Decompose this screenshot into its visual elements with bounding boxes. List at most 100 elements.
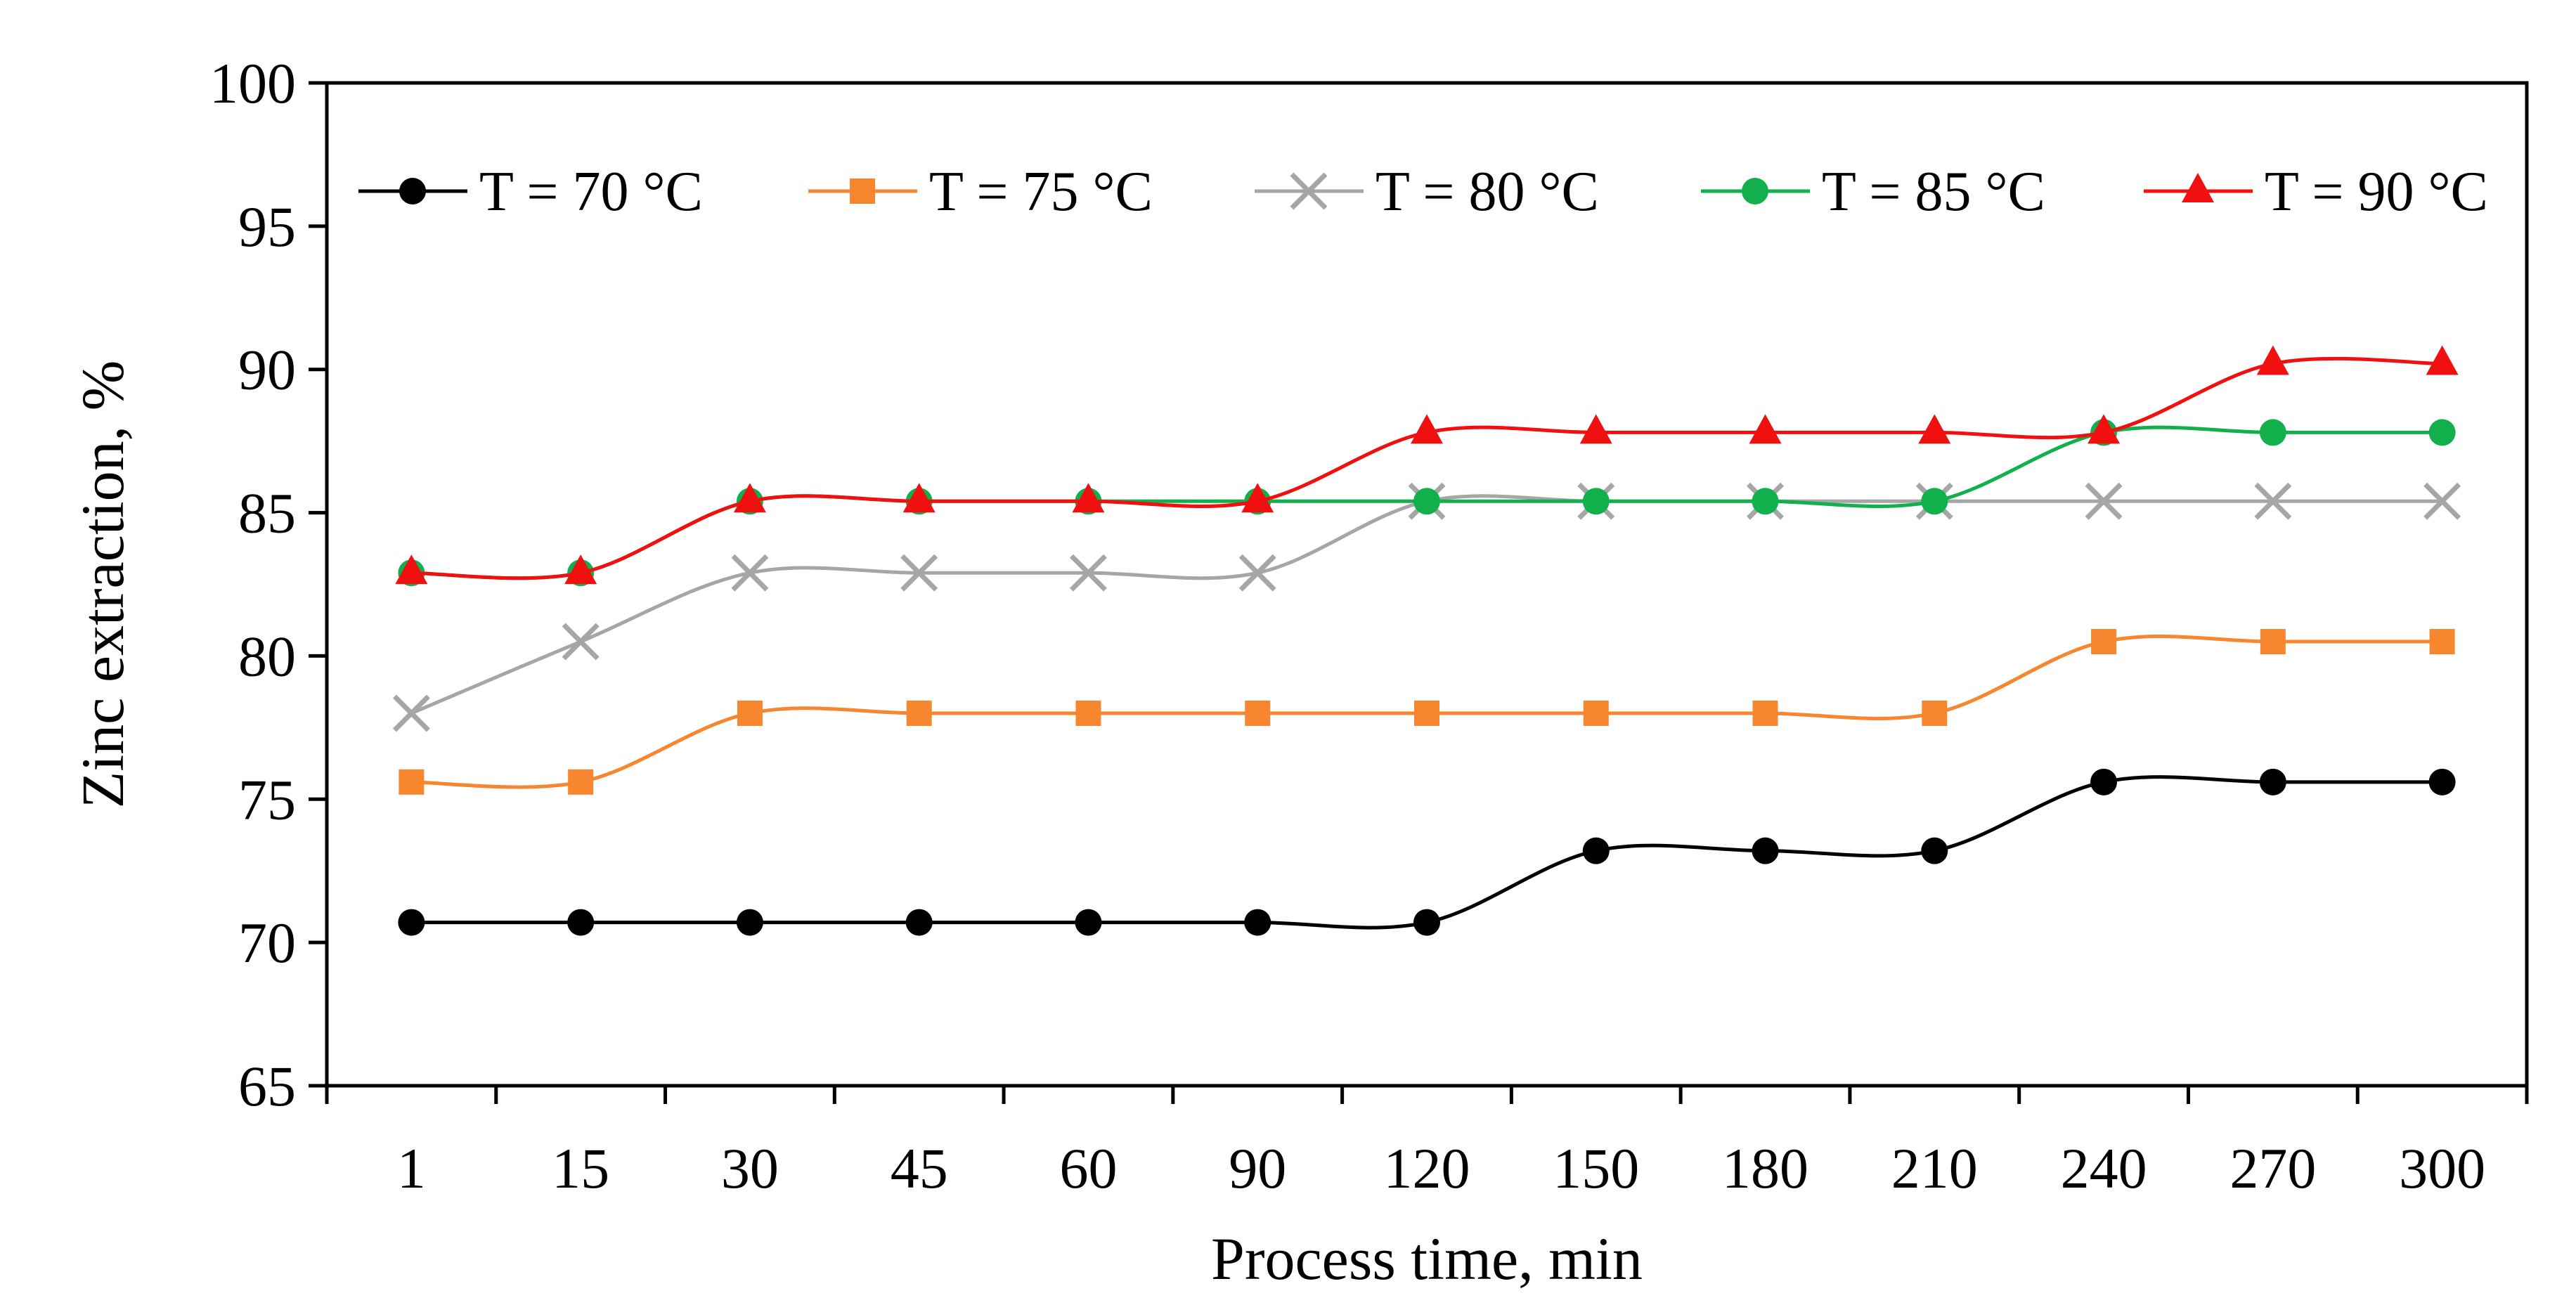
data-point-marker [1579, 414, 1612, 444]
data-point [1245, 700, 1271, 726]
data-point-marker [2428, 419, 2456, 446]
data-point [902, 483, 936, 513]
y-tick-label: 80 [238, 624, 296, 688]
data-point [2091, 629, 2117, 655]
data-point [733, 483, 766, 513]
data-point [399, 769, 425, 795]
data-point [1244, 909, 1271, 936]
data-point-marker [1582, 837, 1610, 864]
data-point-marker [392, 694, 430, 732]
data-point-marker [398, 909, 425, 936]
legend-marker [2182, 172, 2214, 202]
data-point-marker [2428, 768, 2456, 795]
plot-area [325, 81, 2529, 1088]
data-point-marker [1241, 483, 1274, 513]
legend-item: T = 80 °C [1255, 161, 1599, 223]
data-point [1921, 488, 1948, 515]
data-point-marker [1922, 700, 1948, 726]
legend-marker [850, 178, 875, 204]
data-point-marker [2085, 482, 2123, 520]
data-point [1413, 488, 1440, 515]
data-point-marker [1069, 554, 1107, 592]
legend-label: T = 85 °C [1822, 161, 2045, 223]
data-point [737, 700, 763, 726]
data-point-marker [1411, 414, 1443, 444]
data-point-marker [2260, 629, 2286, 655]
data-point [1582, 488, 1610, 515]
legend-marker [1290, 172, 1328, 210]
legend-marker [399, 178, 426, 204]
data-point [1583, 700, 1609, 726]
data-point-marker [2429, 629, 2455, 655]
legend-marker [1742, 178, 1768, 204]
data-point [905, 909, 933, 936]
data-point-marker [1414, 700, 1439, 726]
x-tick-label: 45 [891, 1136, 948, 1200]
legend-label: T = 75 °C [929, 161, 1153, 223]
data-point-marker [2259, 419, 2286, 446]
data-point [2259, 768, 2286, 795]
data-point [562, 623, 600, 661]
data-point [564, 554, 597, 585]
series-3 [392, 482, 2461, 732]
data-point [1579, 414, 1612, 444]
data-point [2254, 482, 2292, 520]
series-layer [392, 345, 2461, 936]
data-point [1414, 700, 1439, 726]
x-tick-label: 90 [1229, 1136, 1286, 1200]
data-point-marker [736, 909, 763, 936]
data-point [900, 554, 938, 592]
data-point [2428, 768, 2456, 795]
data-point [2260, 629, 2286, 655]
data-point-marker [1238, 554, 1276, 592]
x-tick-label: 180 [1722, 1136, 1808, 1200]
y-tick-label: 90 [238, 338, 296, 402]
data-point-marker [1413, 488, 1440, 515]
data-point [2429, 629, 2455, 655]
series-1 [398, 768, 2456, 936]
x-tick-label: 15 [552, 1136, 609, 1200]
data-point-marker [1752, 488, 1779, 515]
data-point [2428, 419, 2456, 446]
data-point-marker [1752, 700, 1778, 726]
data-point [1752, 700, 1778, 726]
data-point-marker [2091, 629, 2117, 655]
x-tick-label: 150 [1553, 1136, 1639, 1200]
data-point-marker [1752, 837, 1779, 864]
y-axis: 65 70 75 80 85 90 95 100 [209, 51, 327, 1118]
data-point-marker [1075, 909, 1102, 936]
data-point [1411, 414, 1443, 444]
data-point-marker [1072, 483, 1105, 513]
data-point [2088, 414, 2121, 444]
data-point [1752, 488, 1779, 515]
data-point-marker [1582, 488, 1610, 515]
data-point [2085, 482, 2123, 520]
x-tick-label: 1 [397, 1136, 426, 1200]
legend-item: T = 75 °C [808, 161, 1153, 223]
y-tick-label: 65 [238, 1054, 296, 1118]
legend-label: T = 80 °C [1376, 161, 1599, 223]
data-point-marker [733, 483, 766, 513]
data-point-marker [906, 700, 932, 726]
data-point-marker [2426, 345, 2459, 375]
data-point-marker [2254, 482, 2292, 520]
data-point [1072, 483, 1105, 513]
y-axis-title: Zinc extraction, % [69, 361, 136, 809]
data-point-marker [1075, 700, 1101, 726]
legend-label: T = 90 °C [2265, 161, 2488, 223]
data-point-marker [1244, 909, 1271, 936]
series-2 [399, 629, 2455, 795]
data-point-marker [562, 623, 600, 661]
data-point [1918, 414, 1951, 444]
data-point [1922, 700, 1948, 726]
data-point-marker [1918, 414, 1951, 444]
data-point [1582, 837, 1610, 864]
data-point-marker [1921, 488, 1948, 515]
data-point-marker [902, 483, 936, 513]
data-point [398, 909, 425, 936]
data-point [567, 909, 595, 936]
data-point [736, 909, 763, 936]
data-point [1752, 837, 1779, 864]
data-point-marker [2088, 414, 2121, 444]
